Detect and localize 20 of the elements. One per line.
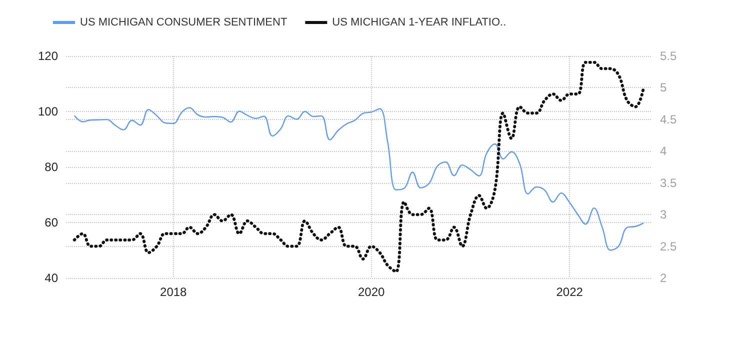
line-series xyxy=(72,60,646,274)
y2-tick-label: 2 xyxy=(660,271,667,285)
legend-label: US MICHIGAN 1-YEAR INFLATIO.. xyxy=(332,16,506,28)
x-tick-label: 2022 xyxy=(556,285,584,299)
y2-tick-label: 2.5 xyxy=(660,239,678,254)
y2-tick-label: 4 xyxy=(660,144,667,158)
y-tick-label: 100 xyxy=(38,104,58,118)
y2-tick-label: 3.5 xyxy=(660,176,678,190)
y2-tick-label: 3 xyxy=(660,208,667,222)
y-tick-label: 120 xyxy=(38,49,58,63)
legend-label: US MICHIGAN CONSUMER SENTIMENT xyxy=(80,16,288,28)
y-tick-label: 80 xyxy=(44,160,58,174)
y-tick-label: 40 xyxy=(44,271,58,285)
x-tick-label: 2020 xyxy=(358,285,386,299)
y-tick-label: 60 xyxy=(44,216,58,230)
y2-tick-label: 4.5 xyxy=(660,112,678,126)
y2-tick-label: 5.5 xyxy=(660,49,678,63)
y2-tick-label: 5 xyxy=(660,80,667,95)
line-series xyxy=(74,107,644,251)
x-tick-label: 2018 xyxy=(160,285,188,299)
